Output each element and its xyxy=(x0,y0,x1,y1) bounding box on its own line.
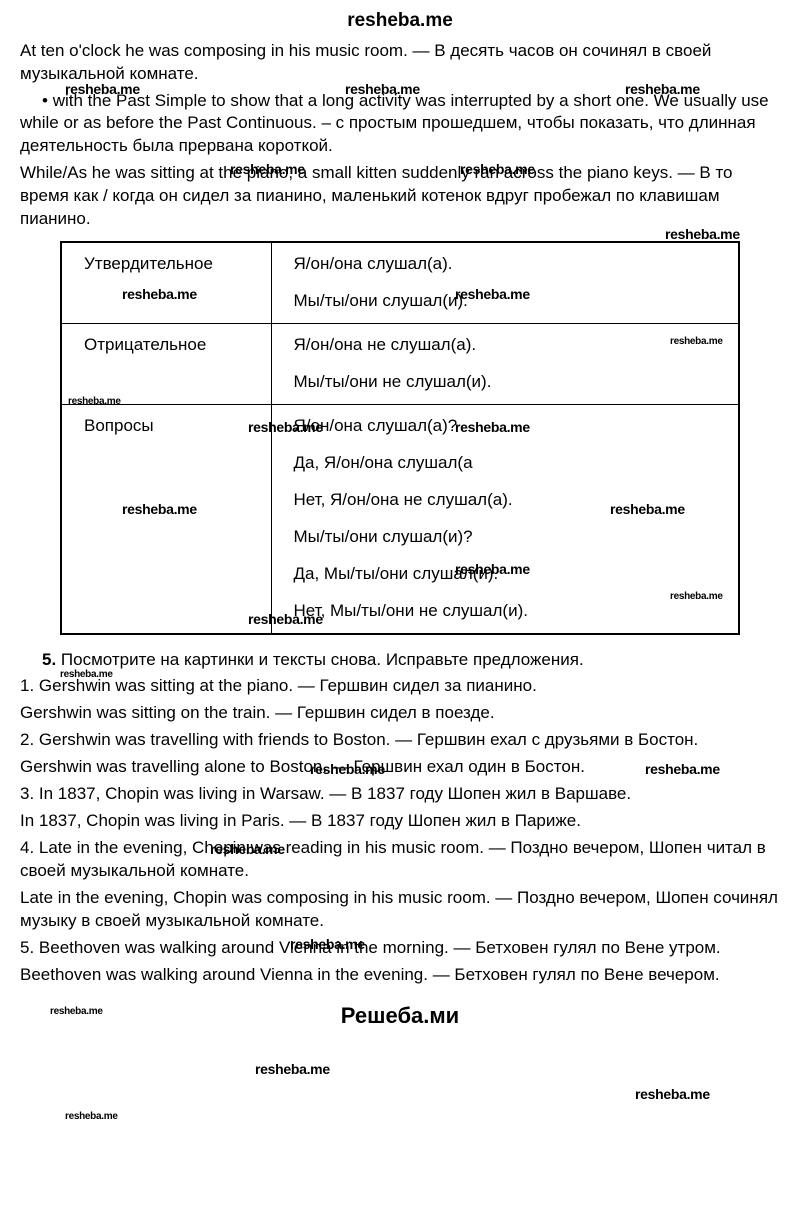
table-vals: Я/он/она слушал(а). Мы/ты/они слушал(и). xyxy=(271,242,739,323)
watermark: resheba.me xyxy=(645,760,720,779)
watermark: resheba.me xyxy=(665,225,740,244)
cell-line: Мы/ты/они слушал(и)? xyxy=(294,526,725,549)
page-title: resheba.me xyxy=(20,0,780,40)
exercise-prompt: 5. Посмотрите на картинки и тексты снова… xyxy=(20,649,780,672)
table-vals: Я/он/она слушал(а)? Да, Я/он/она слушал(… xyxy=(271,404,739,633)
watermark: resheba.me xyxy=(65,1110,118,1124)
table-label-negative: Отрицательное xyxy=(61,324,271,405)
intro-para-3: While/As he was sitting at the piano, a … xyxy=(20,162,780,231)
watermark: resheba.me xyxy=(455,560,530,579)
watermark: resheba.me xyxy=(310,760,385,779)
watermark: resheba.me xyxy=(455,418,530,437)
exercise-line: In 1837, Chopin was living in Paris. — В… xyxy=(20,810,780,833)
table-row: Утвердительное Я/он/она слушал(а). Мы/ты… xyxy=(61,242,739,323)
watermark: resheba.me xyxy=(60,668,113,682)
intro-para-2: with the Past Simple to show that a long… xyxy=(20,90,780,159)
table-label-questions: Вопросы xyxy=(61,404,271,633)
watermark: resheba.me xyxy=(248,610,323,629)
exercise-line: 2. Gershwin was travelling with friends … xyxy=(20,729,780,752)
exercise-line: Gershwin was sitting on the train. — Гер… xyxy=(20,702,780,725)
watermark: resheba.me xyxy=(625,80,700,99)
table-row: Отрицательное Я/он/она не слушал(а). Мы/… xyxy=(61,324,739,405)
cell-line: Я/он/она не слушал(а). xyxy=(294,334,725,357)
exercise-line: Beethoven was walking around Vienna in t… xyxy=(20,964,780,987)
watermark: resheba.me xyxy=(68,395,121,409)
cell-line: Нет, Мы/ты/они не слушал(и). xyxy=(294,600,725,623)
watermark: resheba.me xyxy=(50,1005,103,1019)
cell-line: Мы/ты/они не слушал(и). xyxy=(294,371,725,394)
exercise-line: 1. Gershwin was sitting at the piano. — … xyxy=(20,675,780,698)
exercise-line: 5. Beethoven was walking around Vienna i… xyxy=(20,937,780,960)
watermark: resheba.me xyxy=(230,160,305,179)
watermark: resheba.me xyxy=(670,335,723,349)
watermark: resheba.me xyxy=(65,80,140,99)
footer-title: Решеба.ми xyxy=(20,991,780,1031)
watermark: resheba.me xyxy=(290,935,365,954)
watermark: resheba.me xyxy=(122,285,197,304)
watermark: resheba.me xyxy=(122,500,197,519)
cell-line: Я/он/она слушал(а). xyxy=(294,253,725,276)
intro-para-1: At ten o'clock he was composing in his m… xyxy=(20,40,780,86)
watermark: resheba.me xyxy=(455,285,530,304)
table-label-affirmative: Утвердительное xyxy=(61,242,271,323)
exercise-number: 5. xyxy=(42,650,56,669)
exercise-line: 4. Late in the evening, Chopin was readi… xyxy=(20,837,780,883)
exercise-line: Late in the evening, Chopin was composin… xyxy=(20,887,780,933)
watermark: resheba.me xyxy=(670,590,723,604)
watermark: resheba.me xyxy=(345,80,420,99)
watermark: resheba.me xyxy=(255,1060,330,1079)
cell-line: Да, Я/он/она слушал(а xyxy=(294,452,725,475)
watermark: resheba.me xyxy=(610,500,685,519)
table-row: Вопросы Я/он/она слушал(а)? Да, Я/он/она… xyxy=(61,404,739,633)
exercise-line: 3. In 1837, Chopin was living in Warsaw.… xyxy=(20,783,780,806)
watermark: resheba.me xyxy=(210,840,285,859)
exercise-prompt-text: Посмотрите на картинки и тексты снова. И… xyxy=(61,650,584,669)
bullet-text: with the Past Simple to show that a long… xyxy=(20,91,769,156)
watermark: resheba.me xyxy=(635,1085,710,1104)
table-vals: Я/он/она не слушал(а). Мы/ты/они не слуш… xyxy=(271,324,739,405)
watermark: resheba.me xyxy=(460,160,535,179)
watermark: resheba.me xyxy=(248,418,323,437)
